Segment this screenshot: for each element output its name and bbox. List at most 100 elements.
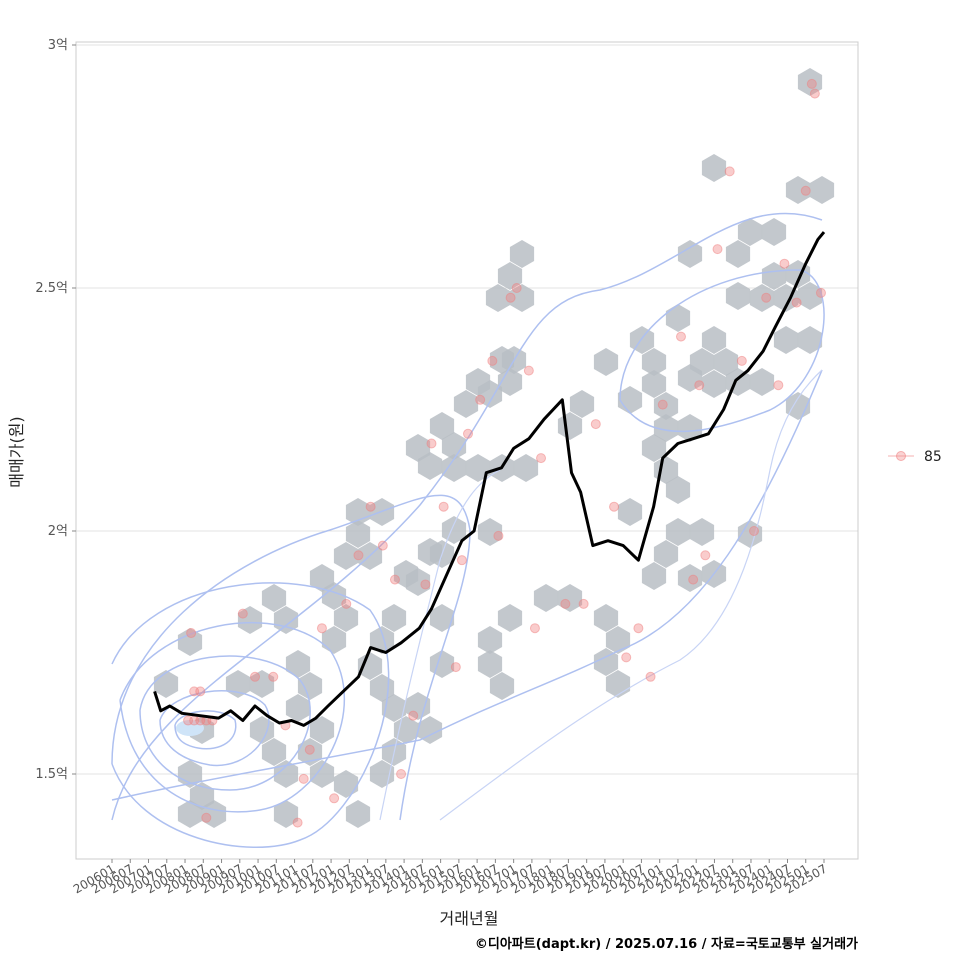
data-point xyxy=(487,355,498,366)
hexbin-cell xyxy=(761,262,787,290)
data-point xyxy=(420,579,431,590)
hexbin-cell xyxy=(665,476,691,504)
data-point xyxy=(590,419,601,430)
y-tick-label: 3억 xyxy=(48,38,68,53)
data-point xyxy=(505,292,516,303)
data-point xyxy=(365,501,376,512)
density-contour xyxy=(379,469,501,821)
trend-line xyxy=(153,231,826,727)
hexbin-cell xyxy=(153,670,179,698)
data-point xyxy=(195,686,206,697)
density-contour xyxy=(119,622,346,813)
hexbin-cell xyxy=(189,782,215,810)
data-point xyxy=(493,530,504,541)
hexbin-cell xyxy=(497,262,523,290)
data-point xyxy=(712,244,723,255)
data-point xyxy=(268,671,279,682)
data-point xyxy=(353,550,364,561)
data-point xyxy=(396,769,407,779)
hexbin-cell xyxy=(297,672,323,700)
data-point xyxy=(779,258,790,269)
data-point xyxy=(426,438,437,449)
density-contour xyxy=(159,690,270,767)
density-contour xyxy=(174,710,237,750)
hexbin-cell xyxy=(509,240,535,268)
hexbin-cell xyxy=(381,604,407,632)
hexbin-cell xyxy=(689,518,715,546)
y-tick-label: 1.5억 xyxy=(35,767,68,782)
data-point xyxy=(791,297,802,308)
hexbin-cell xyxy=(273,800,299,828)
hexbin-cell xyxy=(773,326,799,354)
data-point xyxy=(560,598,571,609)
hexbin-cell xyxy=(441,454,467,482)
data-point xyxy=(536,453,547,464)
hexbin-cell xyxy=(557,584,583,612)
hexbin-cell xyxy=(557,412,583,440)
hexbin-layer xyxy=(153,68,835,828)
hexbin-cell xyxy=(201,800,227,828)
hexbin-cell xyxy=(725,282,751,310)
hexbin-cell xyxy=(441,432,467,460)
data-point xyxy=(621,652,632,663)
hexbin-cell xyxy=(809,176,835,204)
y-axis: 1.5억 2억 2.5억 3억 xyxy=(35,38,76,782)
hexbin-cell xyxy=(177,800,203,828)
density-contours xyxy=(111,212,825,848)
hexbin-cell xyxy=(381,694,407,722)
hexbin-cell xyxy=(429,604,455,632)
data-point xyxy=(456,555,467,566)
hexbin-cell xyxy=(477,626,503,654)
hexbin-cell xyxy=(593,604,619,632)
hexbin-cell xyxy=(261,738,287,766)
density-contour xyxy=(111,369,823,801)
hexbin-cell xyxy=(677,564,703,592)
data-point xyxy=(463,428,473,439)
data-point xyxy=(675,331,686,342)
data-point xyxy=(633,623,644,634)
hexbin-cell xyxy=(309,564,335,592)
data-point xyxy=(389,574,400,585)
data-point xyxy=(475,394,486,405)
hexbin-cell xyxy=(273,606,299,634)
hexbin-cell xyxy=(453,390,479,418)
density-contour xyxy=(111,494,471,821)
density-contour xyxy=(619,269,825,432)
data-point xyxy=(773,380,784,391)
hexbin-cell xyxy=(333,542,359,570)
hexbin-cell xyxy=(417,716,443,744)
hexbin-cell xyxy=(393,716,419,744)
hexbin-cell xyxy=(429,412,455,440)
hexbin-cell xyxy=(477,380,503,408)
hexbin-cell xyxy=(357,652,383,680)
hexbin-cell xyxy=(605,670,631,698)
hexbin-cell xyxy=(509,284,535,312)
y-tick-label: 2억 xyxy=(48,524,68,539)
hexbin-cell xyxy=(285,694,311,722)
hexbin-cell xyxy=(701,154,727,182)
hexbin-cell xyxy=(593,648,619,676)
hexbin-cell xyxy=(617,498,643,526)
hexbin-cell xyxy=(713,348,739,376)
legend-point-icon xyxy=(896,451,906,461)
hexbin-cell xyxy=(477,650,503,678)
hexbin-cell xyxy=(345,520,371,548)
density-contour xyxy=(139,655,311,791)
hexbin-cell xyxy=(485,284,511,312)
data-point xyxy=(749,526,760,536)
hexbin-cell xyxy=(429,650,455,678)
data-point xyxy=(809,88,820,99)
y-tick-label: 2.5억 xyxy=(35,281,68,296)
hexbin-cell xyxy=(369,760,395,788)
hexbin-cell xyxy=(617,386,643,414)
data-point xyxy=(724,166,735,177)
legend-label: 85 xyxy=(924,449,942,465)
data-point xyxy=(316,623,327,634)
hexbin-cell xyxy=(321,626,347,654)
data-point xyxy=(450,662,461,673)
data-point xyxy=(688,574,699,585)
hexbin-cell xyxy=(177,628,203,656)
hexbin-cell xyxy=(333,770,359,798)
hexbin-cell xyxy=(369,626,395,654)
hexbin-cell xyxy=(297,738,323,766)
